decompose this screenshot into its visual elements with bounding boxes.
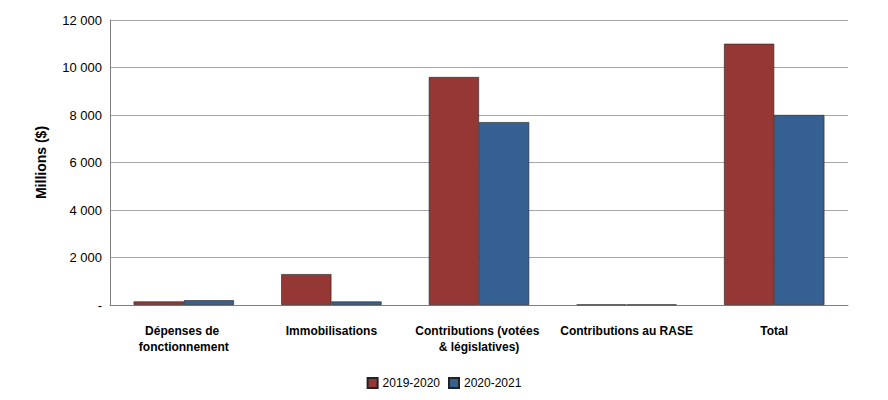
svg-text:2020-2021: 2020-2021 <box>464 376 522 390</box>
svg-text:12 000: 12 000 <box>62 13 102 28</box>
svg-text:Immobilisations: Immobilisations <box>286 324 378 338</box>
svg-text:fonctionnement: fonctionnement <box>139 340 229 354</box>
svg-text:Contributions (votées: Contributions (votées <box>415 324 542 338</box>
svg-text:-: - <box>98 298 102 313</box>
svg-text:4 000: 4 000 <box>69 203 102 218</box>
svg-text:Contributions au RASE: Contributions au RASE <box>560 324 693 338</box>
svg-text:2019-2020: 2019-2020 <box>383 376 441 390</box>
svg-text:Millions ($): Millions ($) <box>33 126 49 199</box>
svg-text:Total: Total <box>760 324 788 338</box>
svg-text:6 000: 6 000 <box>69 155 102 170</box>
svg-text:& législatives): & législatives) <box>439 340 520 354</box>
svg-text:8 000: 8 000 <box>69 108 102 123</box>
svg-text:10 000: 10 000 <box>62 60 102 75</box>
svg-text:Dépenses de: Dépenses de <box>145 324 222 338</box>
svg-text:2 000: 2 000 <box>69 250 102 265</box>
